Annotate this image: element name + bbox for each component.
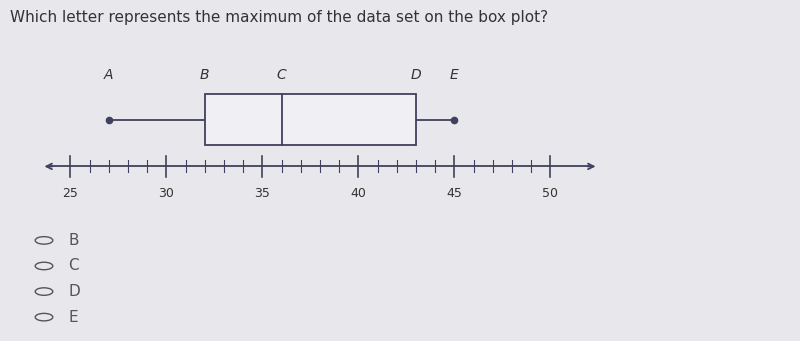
- Text: 50: 50: [542, 188, 558, 201]
- Text: Which letter represents the maximum of the data set on the box plot?: Which letter represents the maximum of t…: [10, 10, 548, 25]
- Text: C: C: [68, 258, 78, 273]
- Text: A: A: [104, 69, 114, 83]
- Text: B: B: [200, 69, 210, 83]
- Text: B: B: [68, 233, 78, 248]
- Text: E: E: [68, 310, 78, 325]
- Text: D: D: [410, 69, 422, 83]
- Text: C: C: [277, 69, 286, 83]
- Text: 30: 30: [158, 188, 174, 201]
- Bar: [205, 94, 416, 145]
- Text: 35: 35: [254, 188, 270, 201]
- Text: 25: 25: [62, 188, 78, 201]
- Text: 40: 40: [350, 188, 366, 201]
- Text: 45: 45: [446, 188, 462, 201]
- Text: D: D: [68, 284, 80, 299]
- Text: E: E: [450, 69, 458, 83]
